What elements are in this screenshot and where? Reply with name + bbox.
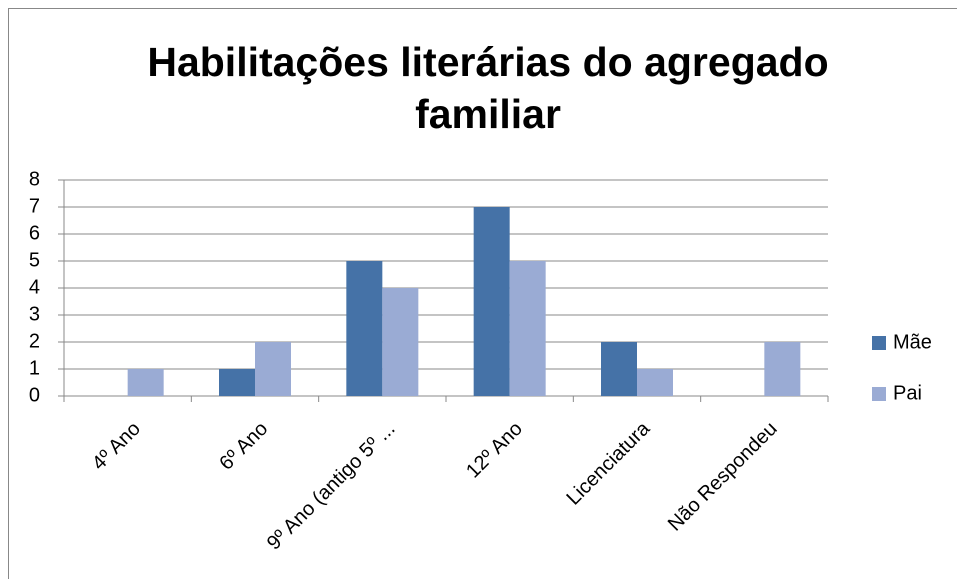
bar <box>382 288 419 396</box>
legend-label: Pai <box>893 382 922 404</box>
bar <box>473 207 510 396</box>
y-tick-label: 1 <box>29 357 40 379</box>
chart-border <box>8 8 957 579</box>
x-tick-label: 12º Ano <box>462 418 527 483</box>
y-tick-label: 5 <box>29 249 40 271</box>
x-tick-label: Licenciatura <box>562 417 654 509</box>
bar <box>509 261 546 396</box>
chart-title: Habilitações literárias do agregado fami… <box>147 39 829 137</box>
bar <box>346 261 383 396</box>
y-tick-label: 8 <box>29 168 40 190</box>
bar <box>764 342 801 396</box>
legend-swatch <box>872 387 886 401</box>
x-tick-label: 9º Ano (antigo 5º ... <box>263 418 400 555</box>
x-tick-label: Não Respondeu <box>664 418 782 536</box>
bar <box>601 342 637 396</box>
x-tick-label: 6º Ano <box>215 418 272 475</box>
y-tick-label: 6 <box>29 222 40 244</box>
bar <box>637 369 673 396</box>
bar <box>255 342 291 396</box>
bar <box>219 369 255 396</box>
legend-label: Mãe <box>893 331 932 353</box>
legend-swatch <box>872 336 886 350</box>
y-tick-label: 2 <box>29 330 40 352</box>
y-tick-label: 4 <box>29 276 40 298</box>
y-tick-label: 3 <box>29 303 40 325</box>
y-tick-label: 7 <box>29 195 40 217</box>
y-tick-label: 0 <box>29 384 40 406</box>
x-tick-label: 4º Ano <box>88 418 145 475</box>
bar <box>127 369 164 396</box>
